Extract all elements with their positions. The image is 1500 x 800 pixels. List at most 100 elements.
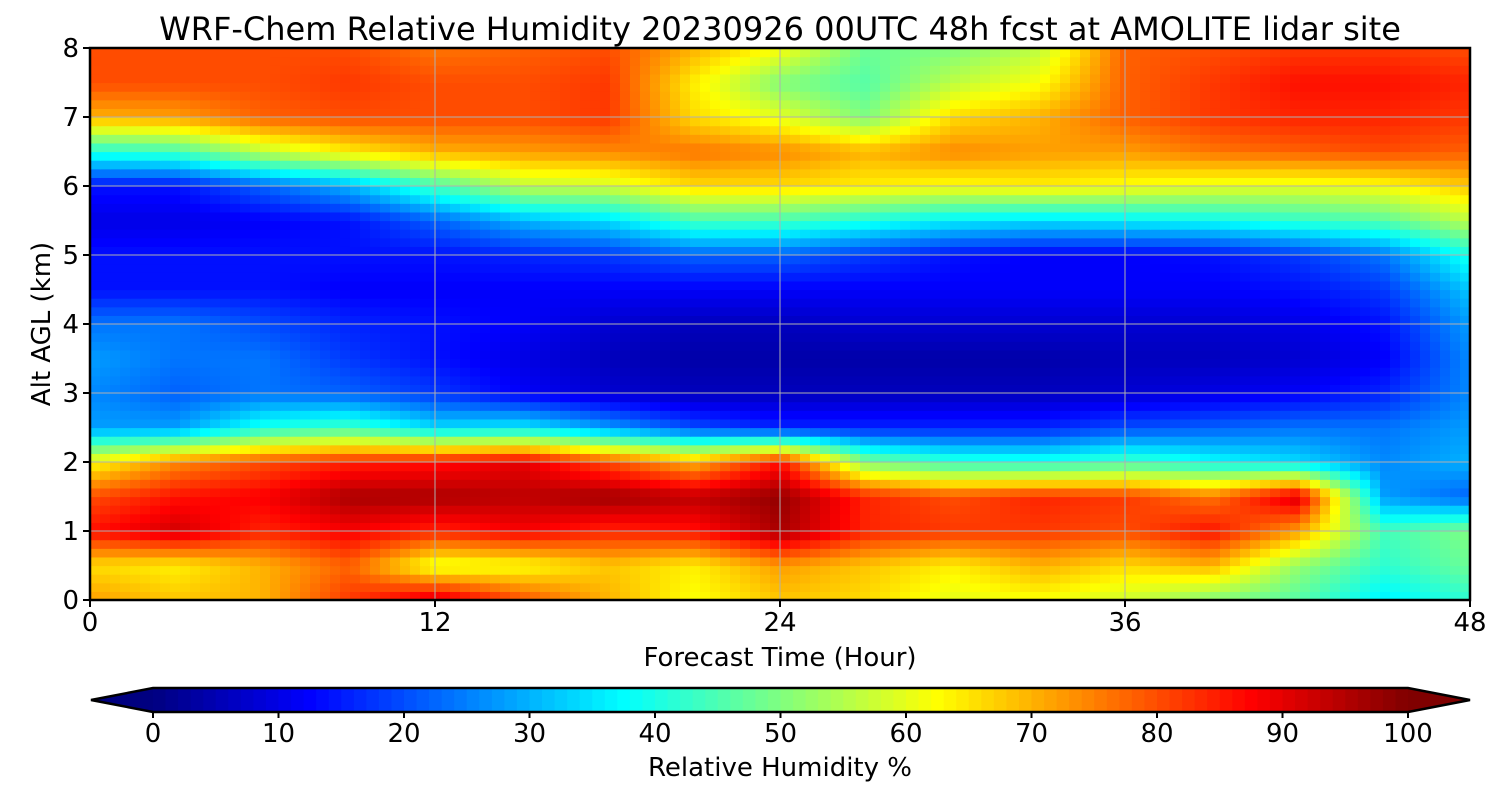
- rh-cell: [140, 358, 151, 368]
- rh-cell: [1160, 324, 1171, 334]
- rh-cell: [1020, 306, 1031, 316]
- rh-cell: [140, 289, 151, 299]
- rh-cell: [590, 453, 601, 463]
- rh-cell: [1370, 384, 1381, 394]
- rh-cell: [130, 324, 141, 334]
- rh-cell: [840, 418, 851, 429]
- rh-cell: [1340, 315, 1351, 325]
- rh-cell: [930, 324, 941, 334]
- rh-cell: [500, 522, 511, 532]
- rh-cell: [1400, 470, 1411, 480]
- rh-cell: [600, 470, 611, 480]
- rh-cell: [1460, 410, 1470, 420]
- rh-cell: [1220, 332, 1231, 342]
- rh-cell: [610, 513, 621, 523]
- rh-cell: [390, 531, 401, 541]
- rh-cell: [690, 375, 701, 385]
- rh-cell: [570, 574, 581, 584]
- rh-cell: [530, 444, 541, 454]
- rh-cell: [870, 418, 881, 429]
- rh-cell: [1100, 556, 1111, 567]
- rh-cell: [1080, 531, 1091, 541]
- rh-cell: [1330, 410, 1341, 420]
- rh-cell: [850, 367, 861, 377]
- rh-cell: [1360, 393, 1371, 403]
- rh-cell: [170, 522, 181, 532]
- rh-cell: [470, 401, 481, 411]
- rh-cell: [350, 375, 361, 385]
- rh-cell: [1260, 565, 1271, 575]
- rh-cell: [1410, 487, 1421, 498]
- rh-cell: [190, 539, 201, 549]
- rh-cell: [1110, 548, 1121, 558]
- rh-cell: [1210, 410, 1221, 420]
- rh-cell: [1330, 298, 1341, 308]
- rh-cell: [420, 367, 431, 377]
- rh-cell: [240, 582, 251, 592]
- rh-cell: [530, 539, 541, 549]
- rh-cell: [1290, 384, 1301, 394]
- rh-cell: [1310, 298, 1321, 308]
- rh-cell: [950, 324, 961, 334]
- rh-cell: [290, 513, 301, 523]
- rh-cell: [230, 427, 241, 437]
- rh-cell: [290, 375, 301, 385]
- rh-cell: [1020, 384, 1031, 394]
- rh-cell: [100, 332, 111, 342]
- rh-cell: [680, 574, 691, 584]
- rh-cell: [370, 556, 381, 567]
- rh-cell: [640, 410, 651, 420]
- rh-cell: [200, 548, 211, 558]
- rh-cell: [1450, 332, 1461, 342]
- rh-cell: [1090, 289, 1101, 299]
- rh-cell: [100, 418, 111, 429]
- rh-cell: [380, 548, 391, 558]
- rh-cell: [600, 505, 611, 515]
- rh-cell: [960, 410, 971, 420]
- rh-cell: [1380, 427, 1391, 437]
- rh-cell: [770, 444, 781, 454]
- rh-cell: [160, 453, 171, 463]
- rh-cell: [500, 306, 511, 316]
- rh-cell: [630, 470, 641, 480]
- rh-cell: [760, 548, 771, 558]
- rh-cell: [1310, 539, 1321, 549]
- rh-cell: [330, 444, 341, 454]
- rh-cell: [1160, 349, 1171, 360]
- rh-cell: [170, 548, 181, 558]
- rh-cell: [1340, 522, 1351, 532]
- rh-cell: [140, 462, 151, 472]
- rh-cell: [500, 487, 511, 498]
- rh-cell: [1030, 324, 1041, 334]
- rh-cell: [1040, 513, 1051, 523]
- rh-cell: [480, 487, 491, 498]
- rh-cell: [960, 505, 971, 515]
- rh-cell: [290, 496, 301, 506]
- rh-cell: [1290, 522, 1301, 532]
- rh-cell: [850, 574, 861, 584]
- rh-cell: [910, 548, 921, 558]
- rh-cell: [1390, 349, 1401, 360]
- rh-cell: [770, 315, 781, 325]
- rh-cell: [180, 349, 191, 360]
- rh-cell: [920, 332, 931, 342]
- rh-cell: [630, 298, 641, 308]
- rh-cell: [240, 436, 251, 446]
- rh-cell: [720, 565, 731, 575]
- rh-cell: [450, 306, 461, 316]
- rh-cell: [770, 306, 781, 316]
- rh-cell: [940, 565, 951, 575]
- rh-cell: [890, 418, 901, 429]
- rh-cell: [980, 289, 991, 299]
- rh-cell: [610, 479, 621, 489]
- rh-cell: [610, 591, 621, 600]
- rh-cell: [1000, 341, 1011, 351]
- rh-cell: [570, 548, 581, 558]
- rh-cell: [630, 496, 641, 506]
- rh-cell: [860, 470, 871, 480]
- rh-cell: [1400, 522, 1411, 532]
- rh-cell: [180, 306, 191, 316]
- rh-cell: [260, 358, 271, 368]
- rh-cell: [390, 341, 401, 351]
- rh-cell: [620, 539, 631, 549]
